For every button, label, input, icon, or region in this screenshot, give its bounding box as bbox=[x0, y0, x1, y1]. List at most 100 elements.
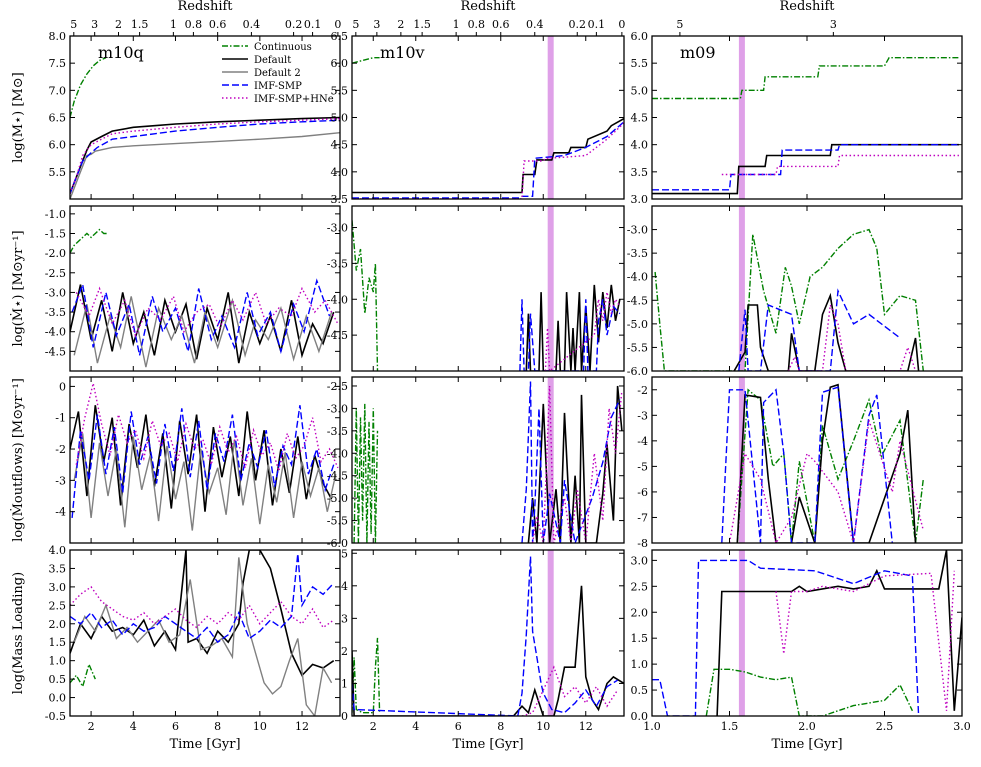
series-imf-smp bbox=[352, 556, 618, 716]
series-imf-smp bbox=[71, 278, 331, 356]
series-default bbox=[70, 405, 333, 512]
series-continuous bbox=[705, 668, 914, 716]
y-tick-label: 3.5 bbox=[631, 166, 649, 179]
y-tick-label: 3.0 bbox=[631, 554, 649, 567]
series-continuous bbox=[70, 57, 107, 118]
y-tick-label: -0.5 bbox=[45, 710, 66, 723]
y-tick-label: -1.0 bbox=[45, 208, 66, 221]
y-tick-label: -2 bbox=[55, 443, 66, 456]
series-continuous bbox=[70, 228, 108, 254]
legend-label: IMF-SMP+HNe bbox=[254, 94, 334, 105]
series-continuous bbox=[352, 57, 380, 64]
x-tick-label: 6 bbox=[172, 720, 179, 733]
redshift-tick-label: 0.2 bbox=[285, 18, 303, 31]
legend-label: Continuous bbox=[254, 42, 312, 53]
y-tick-label: 2.0 bbox=[631, 606, 649, 619]
y-tick-label: -2.0 bbox=[45, 247, 66, 260]
series-imf-smp-hne bbox=[787, 304, 917, 371]
highlight-band bbox=[738, 550, 745, 716]
y-axis-label: log(Mass Loading) bbox=[11, 572, 26, 694]
y-tick-label: 7.0 bbox=[49, 84, 67, 97]
redshift-tick-label: 5 bbox=[70, 18, 77, 31]
y-tick-label: 5.5 bbox=[331, 84, 349, 97]
y-tick-label: -4.0 bbox=[45, 326, 66, 339]
highlight-band bbox=[547, 206, 554, 371]
redshift-tick-label: 0 bbox=[334, 18, 341, 31]
redshift-tick-label: 0 bbox=[618, 18, 625, 31]
y-tick-label: -5.0 bbox=[327, 492, 348, 505]
series-default bbox=[527, 385, 623, 543]
series-imf-smp bbox=[519, 299, 621, 371]
y-tick-label: 0.5 bbox=[49, 673, 67, 686]
series-imf-smp bbox=[521, 381, 621, 543]
y-tick-label: -3.0 bbox=[327, 222, 348, 235]
redshift-tick-label: 3 bbox=[830, 18, 837, 31]
highlight-band bbox=[547, 36, 554, 199]
y-tick-label: 4.5 bbox=[631, 112, 649, 125]
y-tick-label: -3.5 bbox=[327, 257, 348, 270]
y-tick-label: -3.0 bbox=[45, 286, 66, 299]
series-default bbox=[736, 383, 917, 543]
redshift-tick-label: 2 bbox=[397, 18, 404, 31]
y-tick-label: 1.0 bbox=[49, 655, 67, 668]
panel-9: -0.5 0.0 0.5 1.0 1.5 2.0 2.5 3.0 3.5 4.0 2 4 6 8 10 12 l… bbox=[11, 544, 341, 752]
legend-label: Default bbox=[254, 55, 291, 66]
series-imf-smp-hne bbox=[775, 570, 955, 711]
plot-frame bbox=[69, 549, 341, 717]
y-tick-label: -1.5 bbox=[45, 228, 66, 241]
x-tick-label: 6 bbox=[455, 720, 462, 733]
redshift-tick-label: 0.4 bbox=[243, 18, 261, 31]
y-tick-label: 2.5 bbox=[49, 599, 67, 612]
panel-6: -4 -3 -2 -1 0 log(Ṁoutflows) [M⊙yr⁻¹] bbox=[9, 376, 341, 544]
panels: 5.56.06.57.07.58.05 3 2 1.5 1 0.8 0.6 0.4 0.2 0.1… bbox=[9, 0, 971, 752]
redshift-tick-label: 0.6 bbox=[492, 18, 510, 31]
x-tick-label: 1.5 bbox=[721, 720, 739, 733]
y-tick-label: -3.5 bbox=[327, 425, 348, 438]
series-imf-smp-hne bbox=[70, 585, 335, 629]
y-tick-label: -4.5 bbox=[327, 329, 348, 342]
y-tick-label: -3.5 bbox=[627, 247, 648, 260]
panel-0: 5.5 6.0 6.5 7.0 7.5 8.05 3 2 1.5 1 0.8 0.6 0.4 0.2 0.1… bbox=[11, 0, 341, 200]
y-tick-label: 6.0 bbox=[49, 139, 67, 152]
y-tick-label: 8.0 bbox=[49, 30, 67, 43]
y-tick-label: -2.5 bbox=[327, 380, 348, 393]
series-continuous bbox=[353, 403, 379, 543]
redshift-tick-label: 1.5 bbox=[131, 18, 149, 31]
series-imf-smp-hne bbox=[70, 117, 340, 194]
y-tick-label: 0.0 bbox=[631, 710, 649, 723]
series-imf-smp bbox=[721, 386, 893, 543]
y-tick-label: -2.5 bbox=[45, 267, 66, 280]
series-imf-smp-hne bbox=[544, 291, 621, 371]
series-default bbox=[70, 550, 335, 677]
series-imf-smp bbox=[70, 119, 340, 194]
plot-frame bbox=[351, 205, 625, 372]
x-tick-label: 12 bbox=[579, 720, 593, 733]
series-imf-smp bbox=[352, 121, 624, 199]
y-tick-label: 3 bbox=[341, 612, 348, 625]
legend: Continuous Default Default 2 IMF-SMP IMF-SMP… bbox=[222, 42, 334, 105]
y-tick-label: -3.0 bbox=[327, 402, 348, 415]
y-tick-label: 4 bbox=[341, 580, 348, 593]
redshift-tick-label: 1 bbox=[170, 18, 177, 31]
series-continuous bbox=[352, 637, 381, 714]
y-tick-label: 0.0 bbox=[49, 692, 67, 705]
y-tick-label: 1.5 bbox=[49, 636, 67, 649]
redshift-tick-label: 3 bbox=[91, 18, 98, 31]
redshift-tick-label: 1.5 bbox=[413, 18, 431, 31]
redshift-tick-label: 5 bbox=[352, 18, 359, 31]
y-tick-label: 5.0 bbox=[631, 84, 649, 97]
y-tick-label: -4.5 bbox=[627, 294, 648, 307]
redshift-tick-label: 5 bbox=[676, 18, 683, 31]
x-tick-label: 2 bbox=[88, 720, 95, 733]
y-tick-label: 0.5 bbox=[631, 684, 649, 697]
y-tick-label: -4.5 bbox=[45, 345, 66, 358]
panel-2: 3.0 3.5 4.0 4.5 5.0 5.5 6.0 5 3 Redshift m09 bbox=[631, 0, 963, 206]
series-default bbox=[716, 550, 962, 716]
y-tick-label: -3 bbox=[637, 409, 648, 422]
series-default-2 bbox=[70, 132, 340, 199]
series-default bbox=[652, 143, 959, 195]
y-tick-label: 4.0 bbox=[49, 544, 67, 557]
series-imf-smp-hne bbox=[531, 385, 623, 543]
y-tick-label: -4.5 bbox=[327, 470, 348, 483]
